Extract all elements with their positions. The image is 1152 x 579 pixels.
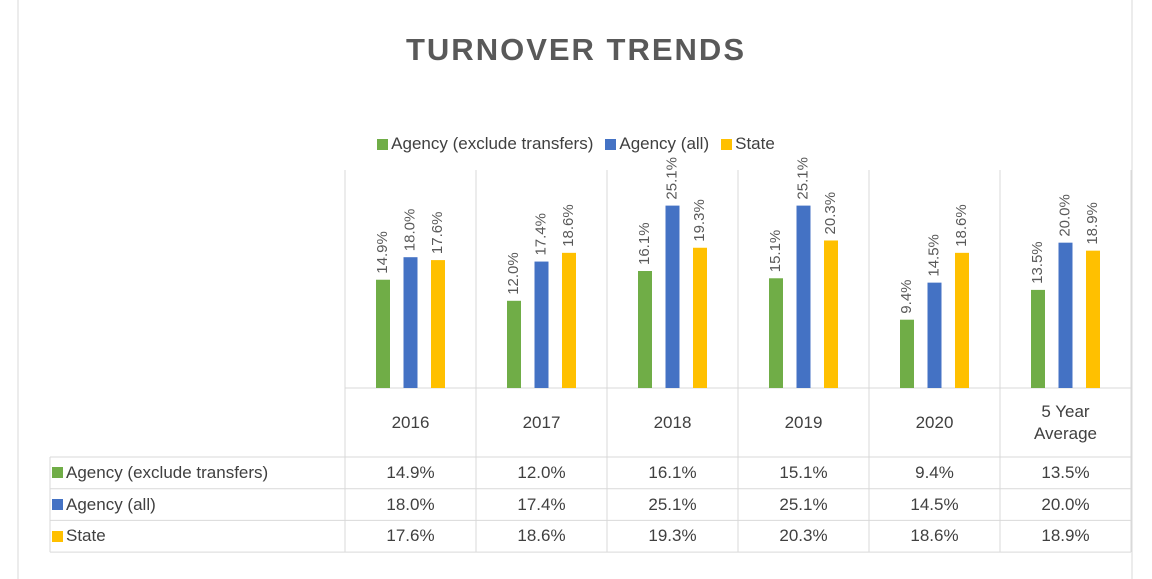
bar (638, 271, 652, 388)
table-row-header: State (52, 520, 345, 552)
legend-label: State (735, 134, 775, 153)
chart-title: TURNOVER TRENDS (405, 32, 746, 67)
x-tick-label: 2017 (522, 412, 561, 432)
x-tick-label: 2016 (391, 412, 430, 432)
bar (562, 252, 576, 388)
table-cell: 9.4% (915, 462, 954, 482)
data-label: 14.5% (925, 234, 942, 277)
data-label: 18.6% (953, 204, 970, 247)
table-cell: 17.4% (517, 494, 566, 514)
table-cell: 13.5% (1041, 462, 1090, 482)
data-label: 14.9% (374, 231, 391, 274)
bar (403, 257, 418, 388)
legend-label: Agency (exclude transfers) (391, 134, 594, 153)
legend-label: Agency (all) (619, 134, 710, 153)
table-cell: 15.1% (779, 462, 828, 482)
data-label: 9.4% (898, 279, 915, 313)
table-cell: 14.5% (910, 494, 959, 514)
bar (824, 240, 838, 388)
bar (1058, 242, 1073, 388)
x-tick-label: 5 Year Average (1033, 401, 1097, 443)
table-cell: 14.9% (386, 462, 435, 482)
data-label: 20.0% (1056, 194, 1073, 237)
table-row-header: Agency (all) (52, 489, 345, 521)
table-row-label: Agency (exclude transfers) (66, 462, 269, 482)
data-label: 12.0% (505, 252, 522, 295)
data-label: 19.3% (691, 199, 708, 242)
legend-key (605, 138, 617, 150)
x-tick-label: 2018 (653, 412, 692, 432)
data-label: 13.5% (1029, 241, 1046, 284)
table-cell: 12.0% (517, 462, 566, 482)
legend-key (52, 467, 63, 479)
bar (796, 205, 811, 388)
table-cell: 25.1% (779, 494, 828, 514)
table-cell: 20.0% (1041, 494, 1090, 514)
x-tick-label: 2020 (915, 412, 954, 432)
table-cell: 20.3% (779, 526, 828, 546)
legend-item: Agency (exclude transfers) (377, 134, 593, 154)
data-label: 17.6% (429, 212, 446, 255)
data-label: 16.1% (636, 222, 653, 265)
data-label: 18.9% (1084, 202, 1101, 245)
table-row-label: State (66, 526, 106, 546)
data-label: 15.1% (767, 230, 784, 273)
legend: Agency (exclude transfers) Agency (all) St… (0, 134, 1152, 154)
bar (431, 260, 445, 388)
legend-key (52, 499, 63, 511)
table-cell: 18.6% (910, 526, 959, 546)
bar (927, 282, 942, 388)
data-label: 18.6% (560, 204, 577, 247)
data-label: 25.1% (663, 157, 680, 200)
table-cell: 25.1% (648, 494, 697, 514)
bar (1086, 250, 1100, 388)
bar (769, 278, 783, 388)
table-cell: 18.9% (1041, 526, 1090, 546)
bar (534, 261, 549, 388)
table-row-header: Agency (exclude transfers) (52, 457, 345, 489)
data-label: 25.1% (794, 157, 811, 200)
bar (1031, 289, 1045, 388)
table-cell: 18.6% (517, 526, 566, 546)
x-tick-label: 2019 (784, 412, 823, 432)
legend-key (721, 138, 733, 150)
table-row-label: Agency (all) (66, 494, 156, 514)
bar (693, 247, 707, 388)
bar (900, 319, 914, 388)
data-label: 20.3% (822, 192, 839, 235)
table-cell: 17.6% (386, 526, 435, 546)
bar (507, 300, 521, 388)
table-cell: 18.0% (386, 494, 435, 514)
legend-key (52, 530, 63, 542)
table-cell: 19.3% (648, 526, 697, 546)
bar (665, 205, 680, 388)
data-label: 17.4% (532, 213, 549, 256)
legend-key (377, 138, 389, 150)
legend-item: State (721, 134, 775, 154)
data-label: 18.0% (401, 209, 418, 252)
legend-item: Agency (all) (605, 134, 709, 154)
table-cell: 16.1% (648, 462, 697, 482)
bar (955, 252, 969, 388)
bar (376, 279, 390, 388)
